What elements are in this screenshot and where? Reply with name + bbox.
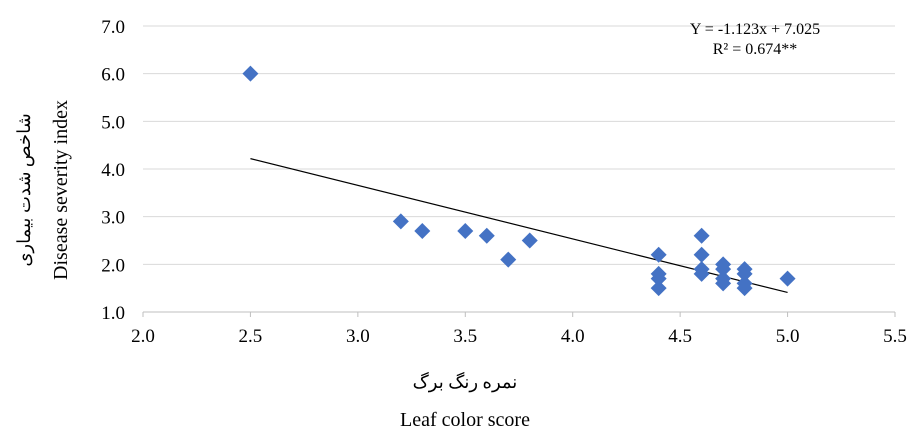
y-tick-label: 2.0 — [101, 255, 125, 276]
data-point — [736, 265, 753, 282]
data-point — [693, 265, 710, 282]
y-tick-label: 6.0 — [101, 65, 125, 86]
y-tick-label: 5.0 — [101, 112, 125, 133]
axes — [142, 311, 896, 317]
data-point — [521, 232, 538, 249]
y-tick-label: 7.0 — [101, 17, 125, 38]
data-point — [715, 275, 732, 292]
x-tick-labels: 2.0 2.5 3.0 3.5 4.0 4.5 5.0 5.5 — [131, 326, 907, 347]
x-tick-label: 4.0 — [561, 326, 585, 347]
data-points — [242, 65, 796, 297]
x-axis-label-fa: نمره رنگ برگ — [413, 371, 518, 393]
x-tick-label: 5.0 — [776, 326, 800, 347]
data-point — [693, 227, 710, 244]
trendline-equation: Y = -1.123x + 7.025 — [690, 21, 820, 38]
gridlines — [143, 25, 895, 265]
y-axis-label: Disease severity index — [50, 100, 72, 280]
data-point — [650, 246, 667, 263]
x-axis-label: Leaf color score — [400, 409, 530, 431]
x-tick-label: 4.5 — [668, 326, 692, 347]
x-tick-label: 2.5 — [239, 326, 263, 347]
data-point — [500, 251, 517, 268]
x-tick-label: 2.0 — [131, 326, 155, 347]
x-tick-label: 5.5 — [883, 326, 907, 347]
x-tick-label: 3.0 — [346, 326, 370, 347]
data-point — [736, 280, 753, 297]
data-point — [779, 270, 796, 287]
y-tick-labels: 1.0 2.0 3.0 4.0 5.0 6.0 7.0 — [101, 17, 125, 324]
data-point — [650, 270, 667, 287]
data-point — [242, 65, 259, 82]
data-point — [693, 246, 710, 263]
y-tick-label: 1.0 — [101, 303, 125, 324]
y-tick-label: 3.0 — [101, 208, 125, 229]
y-axis-label-fa: شاخص شدت بیماری — [14, 113, 35, 266]
trendline-r-squared: R² = 0.674** — [713, 41, 798, 58]
data-point — [414, 222, 431, 239]
data-point — [650, 280, 667, 297]
data-point — [392, 213, 409, 230]
data-point — [457, 222, 474, 239]
y-tick-label: 4.0 — [101, 160, 125, 181]
x-tick-label: 3.5 — [453, 326, 477, 347]
data-point — [715, 261, 732, 278]
data-point — [478, 227, 495, 244]
